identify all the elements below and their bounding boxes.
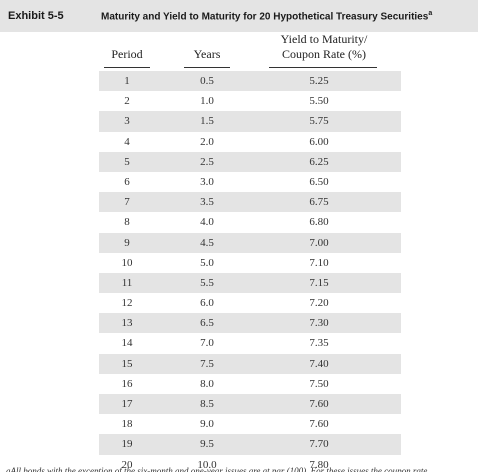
- yield-cell: 7.00: [309, 236, 329, 249]
- exhibit-label: Exhibit 5-5: [8, 10, 64, 22]
- period-cell: 5: [124, 155, 130, 168]
- yield-cell: 7.15: [309, 276, 329, 289]
- table-row: 11 5.5 7.15: [99, 272, 401, 294]
- column-header-years: Years: [193, 47, 221, 61]
- period-cell: 7: [124, 196, 130, 209]
- period-cell: 20: [121, 458, 133, 471]
- years-cell: 10.0: [197, 458, 217, 471]
- yield-cell: 6.50: [309, 175, 329, 188]
- period-cell: 3: [124, 115, 130, 128]
- years-cell: 2.5: [200, 155, 214, 168]
- table-row: 3 1.5 5.75: [99, 111, 401, 132]
- table-row: 18 9.0 7.60: [99, 414, 401, 434]
- period-cell: 14: [121, 337, 133, 350]
- table-row: 1 0.5 5.25: [99, 71, 401, 92]
- period-cell: 9: [124, 236, 130, 249]
- table-row: 7 3.5 6.75: [99, 192, 401, 213]
- yield-cell: 7.60: [309, 398, 329, 410]
- yield-cell: 7.70: [309, 438, 329, 451]
- years-cell: 5.0: [200, 256, 214, 269]
- data-table: 1 0.5 5.25 2 1.0 5.50 3 1.5 5.75 4 2.0 6.00 5 2.5 6.25…: [99, 71, 401, 475]
- years-cell: 7.0: [200, 337, 214, 350]
- table-row: 19 9.5 7.70: [99, 434, 401, 455]
- yield-cell: 7.20: [309, 297, 329, 310]
- period-cell: 2: [124, 95, 130, 108]
- period-cell: 4: [124, 135, 130, 148]
- period-cell: 13: [121, 317, 133, 330]
- column-header-yield-line1: Yield to Maturity/: [280, 32, 368, 46]
- table-row: 15 7.5 7.40: [99, 353, 401, 374]
- years-cell: 3.5: [200, 196, 214, 209]
- years-cell: 4.5: [200, 236, 214, 249]
- period-cell: 19: [121, 438, 133, 451]
- years-cell: 1.0: [200, 95, 214, 108]
- footnote: aAll bonds with the exception of the six…: [6, 466, 428, 476]
- years-cell: 7.5: [200, 357, 214, 370]
- table-row: 4 2.0 6.00: [99, 132, 401, 152]
- column-header-period: Period: [111, 47, 143, 61]
- period-cell: 10: [121, 256, 133, 269]
- column-header-yield-line2: Coupon Rate (%): [282, 47, 366, 61]
- yield-cell: 6.80: [309, 216, 329, 229]
- years-cell: 2.0: [200, 135, 214, 148]
- exhibit-header: [0, 0, 478, 32]
- table-row: 10 5.0 7.10: [99, 253, 401, 273]
- period-cell: 6: [124, 175, 130, 188]
- years-cell: 3.0: [200, 175, 214, 188]
- yield-cell: 7.50: [309, 377, 329, 390]
- yield-cell: 5.25: [309, 75, 329, 87]
- table-row: 17 8.5 7.60: [99, 394, 401, 415]
- period-cell: 12: [121, 297, 133, 310]
- years-cell: 6.5: [200, 317, 214, 330]
- period-cell: 18: [121, 418, 133, 431]
- table-row: 14 7.0 7.35: [99, 333, 401, 353]
- yield-cell: 6.25: [309, 155, 329, 168]
- yield-cell: 7.60: [309, 418, 329, 431]
- years-cell: 4.0: [200, 216, 214, 229]
- period-cell: 15: [121, 357, 133, 370]
- table-row: 2 1.0 5.50: [99, 91, 401, 111]
- table-row: 16 8.0 7.50: [99, 374, 401, 394]
- table-row: 13 6.5 7.30: [99, 313, 401, 334]
- yield-cell: 7.40: [309, 357, 329, 370]
- years-cell: 9.0: [200, 418, 214, 431]
- period-cell: 16: [121, 377, 133, 390]
- years-cell: 1.5: [200, 115, 214, 128]
- header-rule-yield: [269, 67, 377, 68]
- yield-cell: 7.30: [309, 317, 329, 330]
- years-cell: 8.0: [200, 377, 214, 390]
- header-rule-years: [184, 67, 230, 68]
- yield-cell: 7.10: [309, 256, 329, 269]
- period-cell: 1: [124, 75, 130, 87]
- yield-cell: 7.80: [309, 458, 329, 471]
- table-row: 9 4.5 7.00: [99, 232, 401, 253]
- header-rule-period: [104, 67, 150, 68]
- years-cell: 9.5: [200, 438, 214, 451]
- yield-cell: 5.50: [309, 95, 329, 108]
- years-cell: 0.5: [200, 75, 214, 87]
- years-cell: 5.5: [200, 276, 214, 289]
- table-row: 8 4.0 6.80: [99, 212, 401, 232]
- yield-cell: 6.75: [309, 196, 329, 209]
- yield-cell: 7.35: [309, 337, 329, 350]
- exhibit-title-text: Maturity and Yield to Maturity for 20 Hy…: [101, 11, 429, 23]
- years-cell: 8.5: [200, 398, 214, 410]
- table-row: 5 2.5 6.25: [99, 151, 401, 172]
- period-cell: 17: [121, 398, 133, 410]
- yield-cell: 6.00: [309, 135, 329, 148]
- exhibit-title: Maturity and Yield to Maturity for 20 Hy…: [101, 10, 432, 22]
- period-cell: 8: [124, 216, 130, 229]
- yield-cell: 5.75: [309, 115, 329, 128]
- table-row: 6 3.0 6.50: [99, 172, 401, 192]
- table-row: 12 6.0 7.20: [99, 293, 401, 313]
- exhibit-title-marker: a: [428, 10, 433, 17]
- table-row: 20 10.0 7.80: [99, 455, 401, 475]
- period-cell: 11: [121, 276, 133, 289]
- years-cell: 6.0: [200, 297, 214, 310]
